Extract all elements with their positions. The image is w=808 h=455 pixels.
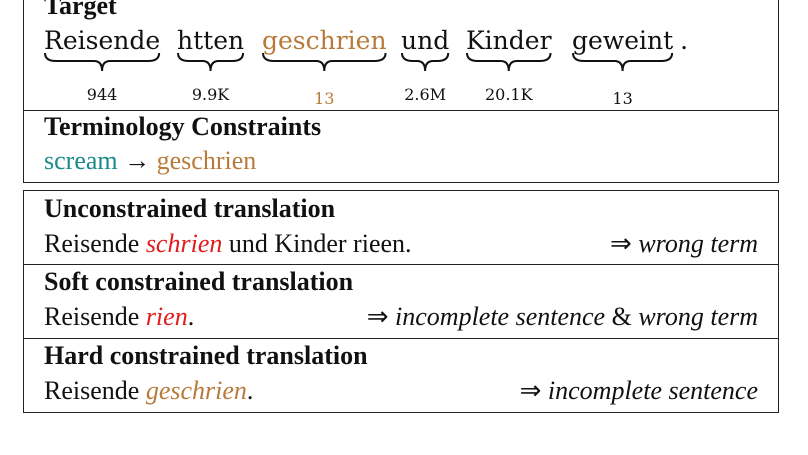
underbrace-icon xyxy=(44,52,161,72)
soft-constrained-verdict: ⇒ incomplete sentence & wrong term xyxy=(367,302,758,332)
target-term: geschrien xyxy=(156,146,257,175)
output-prefix: Reisende xyxy=(44,376,146,405)
output-prefix: Reisende xyxy=(44,302,146,331)
verdict-text-2: wrong term xyxy=(638,302,758,331)
hard-constrained-output: Reisende geschrien. ⇒ incomplete sentenc… xyxy=(44,376,758,406)
soft-constrained-output: Reisende rien. ⇒ incomplete sentence & w… xyxy=(44,302,758,332)
terminology-heading: Terminology Constraints xyxy=(44,112,322,141)
frequency-count: 13 xyxy=(314,89,335,108)
underbrace-icon xyxy=(401,52,450,72)
output-term: rien xyxy=(145,302,188,331)
target-and-constraints-panel: Target Reisende 944 htten 9.9K geschrien 13 un… xyxy=(23,0,779,183)
sentence-period: . xyxy=(680,26,689,55)
frequency-count: 20.1K xyxy=(484,85,533,104)
underbrace-icon xyxy=(177,52,245,72)
frequency-count: 944 xyxy=(86,85,118,104)
underbrace-icon xyxy=(572,52,674,72)
terminology-constraint: scream → geschrien xyxy=(44,146,758,176)
unconstrained-output: Reisende schrien und Kinder rieen. ⇒ wro… xyxy=(44,229,758,259)
output-term: schrien xyxy=(145,229,223,258)
implies-arrow-icon: ⇒ xyxy=(366,302,389,331)
underbrace-icon xyxy=(262,52,387,72)
target-word: Kinder xyxy=(466,26,552,55)
verdict-text-1: incomplete sentence xyxy=(395,302,606,331)
output-term: geschrien xyxy=(145,376,247,405)
hard-constrained-heading: Hard constrained translation xyxy=(44,341,368,370)
target-heading: Target xyxy=(44,0,117,20)
section-divider xyxy=(24,338,778,339)
target-word: Reisende xyxy=(44,26,161,55)
source-term: scream xyxy=(44,146,118,175)
implies-arrow-icon: ⇒ xyxy=(519,376,542,405)
target-word: htten xyxy=(177,26,245,55)
output-suffix: . xyxy=(246,376,254,405)
implies-arrow-icon: ⇒ xyxy=(610,229,632,258)
underbrace-icon xyxy=(466,52,552,72)
frequency-count: 13 xyxy=(612,89,633,108)
unconstrained-verdict: ⇒ wrong term xyxy=(610,229,758,259)
target-word: geschrien xyxy=(262,26,387,55)
output-suffix: . xyxy=(187,302,195,331)
soft-constrained-heading: Soft constrained translation xyxy=(44,267,354,296)
hard-constrained-verdict: ⇒ incomplete sentence xyxy=(520,376,758,406)
target-word: geweint xyxy=(572,26,674,55)
unconstrained-heading: Unconstrained translation xyxy=(44,194,336,223)
verdict-conjunction: & xyxy=(611,302,632,331)
output-prefix: Reisende xyxy=(44,229,146,258)
translations-panel: Unconstrained translation Reisende schri… xyxy=(23,190,779,413)
verdict-text: wrong term xyxy=(638,229,758,258)
section-divider xyxy=(24,264,778,265)
frequency-count: 2.6M xyxy=(404,85,447,104)
section-divider xyxy=(24,110,778,111)
target-word: und xyxy=(401,26,450,55)
output-suffix: und Kinder rieen. xyxy=(222,229,412,258)
right-arrow-icon: → xyxy=(124,146,151,175)
verdict-text: incomplete sentence xyxy=(547,376,758,405)
frequency-count: 9.9K xyxy=(191,85,230,104)
